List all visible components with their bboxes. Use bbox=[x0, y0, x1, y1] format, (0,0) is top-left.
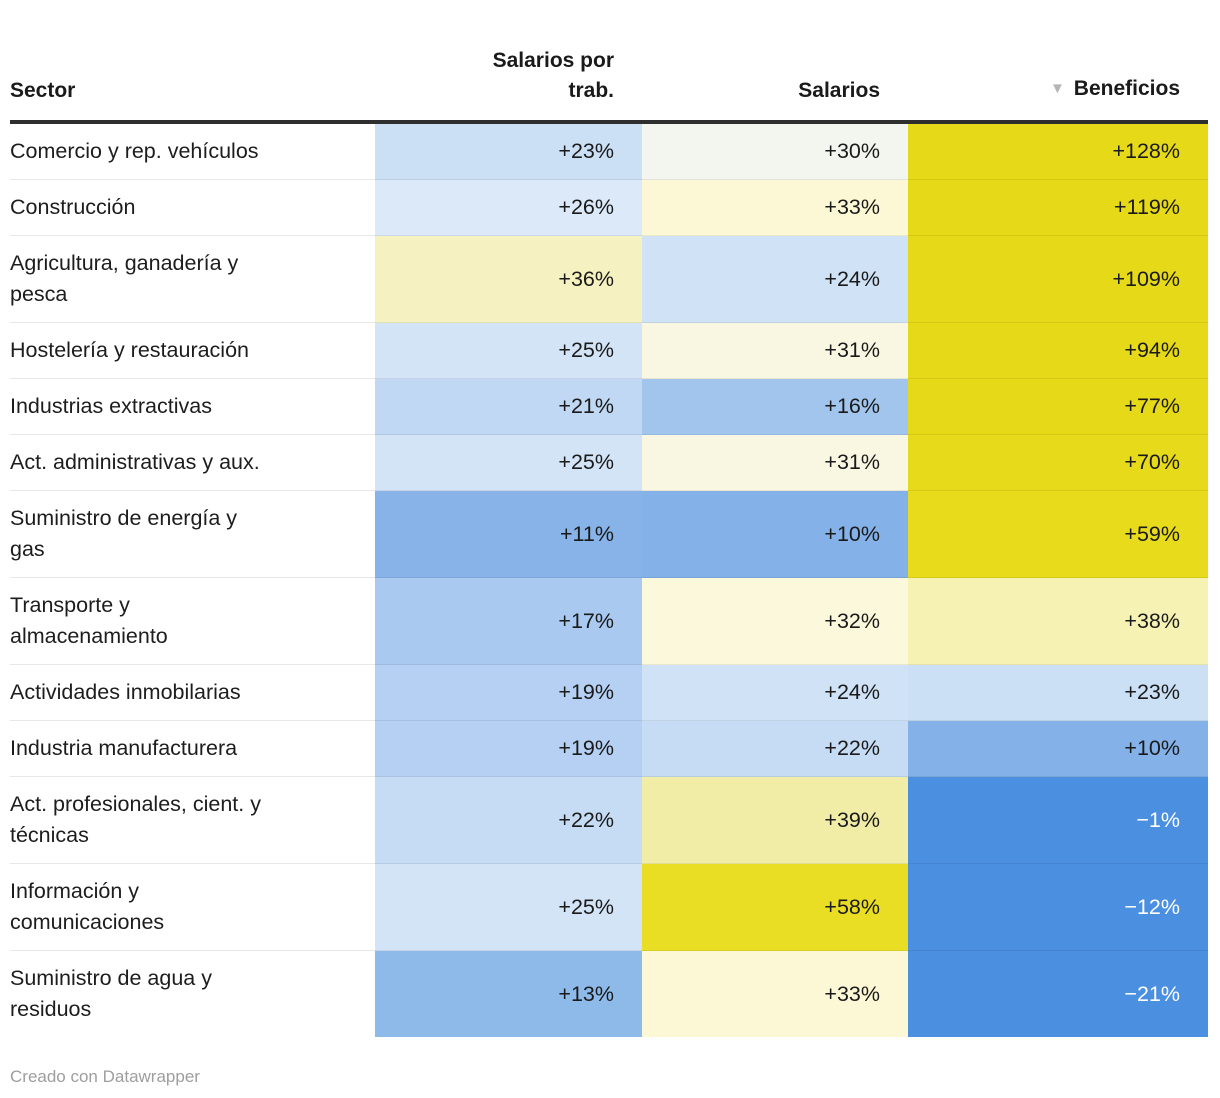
table-row: Transporte y almacenamiento +17% +32% +38% bbox=[10, 577, 1208, 665]
salarios-cell: +33% bbox=[642, 950, 908, 1037]
salarios-cell: +33% bbox=[642, 179, 908, 236]
sector-cell: Información y comunicaciones bbox=[10, 863, 375, 951]
beneficios-cell: +10% bbox=[908, 720, 1208, 777]
beneficios-cell: +128% bbox=[908, 122, 1208, 180]
salarios-por-trab-cell: +23% bbox=[375, 122, 642, 180]
salarios-cell: +24% bbox=[642, 235, 908, 323]
salarios-cell: +10% bbox=[642, 490, 908, 578]
column-header-sector-label: Sector bbox=[10, 79, 76, 102]
table-row: Comercio y rep. vehículos +23% +30% +128% bbox=[10, 122, 1208, 180]
beneficios-cell: +77% bbox=[908, 378, 1208, 435]
table-row: Construcción +26% +33% +119% bbox=[10, 179, 1208, 236]
salarios-por-trab-cell: +25% bbox=[375, 322, 642, 379]
column-header-salarios-por-trab-label: Salarios por trab. bbox=[492, 49, 614, 102]
salarios-cell: +31% bbox=[642, 322, 908, 379]
table-row: Suministro de energía y gas +11% +10% +59% bbox=[10, 490, 1208, 578]
sector-cell: Hostelería y restauración bbox=[10, 322, 375, 379]
salarios-cell: +22% bbox=[642, 720, 908, 777]
column-header-salarios-por-trab[interactable]: Salarios por trab. bbox=[375, 46, 642, 124]
beneficios-cell: +38% bbox=[908, 577, 1208, 665]
salarios-por-trab-cell: +22% bbox=[375, 776, 642, 864]
table-row: Industrias extractivas +21% +16% +77% bbox=[10, 378, 1208, 435]
salarios-cell: +16% bbox=[642, 378, 908, 435]
salarios-cell: +31% bbox=[642, 434, 908, 491]
salarios-por-trab-cell: +19% bbox=[375, 664, 642, 721]
salarios-cell: +24% bbox=[642, 664, 908, 721]
sector-cell: Agricultura, ganadería y pesca bbox=[10, 235, 375, 323]
beneficios-cell: −12% bbox=[908, 863, 1208, 951]
beneficios-cell: +59% bbox=[908, 490, 1208, 578]
salarios-por-trab-cell: +13% bbox=[375, 950, 642, 1037]
datawrapper-credit-link[interactable]: Creado con Datawrapper bbox=[10, 1067, 200, 1086]
table-row: Agricultura, ganadería y pesca +36% +24% +1… bbox=[10, 235, 1208, 323]
salarios-por-trab-cell: +26% bbox=[375, 179, 642, 236]
salarios-cell: +32% bbox=[642, 577, 908, 665]
beneficios-cell: +119% bbox=[908, 179, 1208, 236]
beneficios-cell: +70% bbox=[908, 434, 1208, 491]
column-header-sector[interactable]: Sector bbox=[10, 46, 375, 124]
salarios-por-trab-cell: +36% bbox=[375, 235, 642, 323]
sector-cell: Suministro de agua y residuos bbox=[10, 950, 375, 1037]
table-row: Industria manufacturera +19% +22% +10% bbox=[10, 720, 1208, 777]
sector-cell: Construcción bbox=[10, 179, 375, 236]
salarios-cell: +30% bbox=[642, 122, 908, 180]
column-header-salarios-label: Salarios bbox=[798, 79, 880, 102]
salarios-cell: +58% bbox=[642, 863, 908, 951]
sector-cell: Act. administrativas y aux. bbox=[10, 434, 375, 491]
sector-cell: Transporte y almacenamiento bbox=[10, 577, 375, 665]
salarios-por-trab-cell: +25% bbox=[375, 863, 642, 951]
table-row: Hostelería y restauración +25% +31% +94% bbox=[10, 322, 1208, 379]
table-row: Act. administrativas y aux. +25% +31% +70% bbox=[10, 434, 1208, 491]
sector-cell: Actividades inmobilarias bbox=[10, 664, 375, 721]
sector-cell: Suministro de energía y gas bbox=[10, 490, 375, 578]
salarios-por-trab-cell: +11% bbox=[375, 490, 642, 578]
beneficios-cell: −1% bbox=[908, 776, 1208, 864]
column-header-beneficios[interactable]: ▼ Beneficios bbox=[908, 46, 1208, 124]
sector-cell: Industrias extractivas bbox=[10, 378, 375, 435]
table-row: Actividades inmobilarias +19% +24% +23% bbox=[10, 664, 1208, 721]
salarios-por-trab-cell: +19% bbox=[375, 720, 642, 777]
salarios-cell: +39% bbox=[642, 776, 908, 864]
table-header: Sector Salarios por trab. Salarios ▼ Bene… bbox=[10, 46, 1208, 124]
column-header-beneficios-label: Beneficios bbox=[1073, 77, 1180, 100]
beneficios-cell: −21% bbox=[908, 950, 1208, 1037]
table-row: Información y comunicaciones +25% +58% −12% bbox=[10, 863, 1208, 951]
salarios-por-trab-cell: +21% bbox=[375, 378, 642, 435]
salarios-por-trab-cell: +25% bbox=[375, 434, 642, 491]
column-header-salarios[interactable]: Salarios bbox=[642, 46, 908, 124]
sector-cell: Act. profesionales, cient. y técnicas bbox=[10, 776, 375, 864]
table-body: Comercio y rep. vehículos +23% +30% +128% Co… bbox=[10, 122, 1208, 1037]
table-row: Act. profesionales, cient. y técnicas +22… bbox=[10, 776, 1208, 864]
sector-cell: Comercio y rep. vehículos bbox=[10, 122, 375, 180]
header-row: Sector Salarios por trab. Salarios ▼ Bene… bbox=[10, 46, 1208, 124]
beneficios-cell: +23% bbox=[908, 664, 1208, 721]
heatmap-table: Sector Salarios por trab. Salarios ▼ Bene… bbox=[10, 46, 1208, 1037]
salarios-por-trab-cell: +17% bbox=[375, 577, 642, 665]
beneficios-cell: +94% bbox=[908, 322, 1208, 379]
table-row: Suministro de agua y residuos +13% +33% −21… bbox=[10, 950, 1208, 1037]
beneficios-cell: +109% bbox=[908, 235, 1208, 323]
sector-cell: Industria manufacturera bbox=[10, 720, 375, 777]
sort-descending-icon: ▼ bbox=[1049, 80, 1065, 97]
